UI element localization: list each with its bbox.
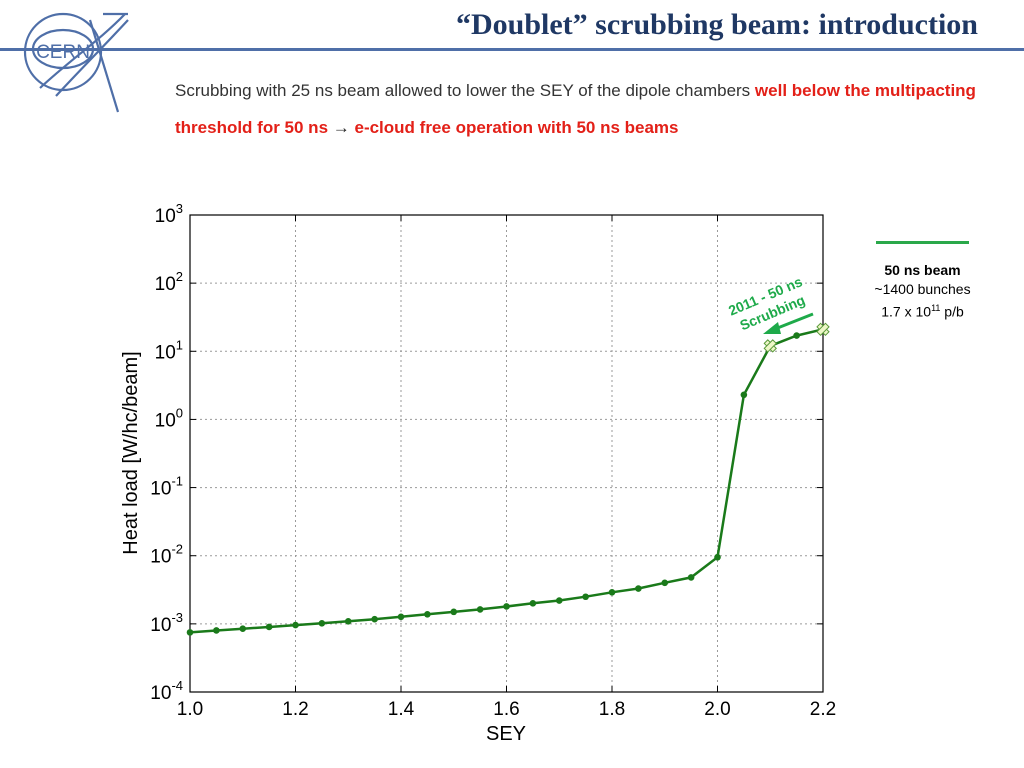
arrow-icon: → <box>328 118 355 137</box>
y-tick-label: 10-4 <box>150 678 183 704</box>
data-point <box>450 608 458 616</box>
data-point <box>661 579 669 587</box>
subtitle-part-1: Scrubbing with 25 ns beam allowed to low… <box>175 81 755 100</box>
subtitle-part-3: e-cloud free operation with 50 ns beams <box>354 118 679 137</box>
data-point <box>371 615 378 623</box>
header-rule <box>0 48 1024 51</box>
page-title: “Doublet” scrubbing beam: introduction <box>455 8 978 41</box>
data-point <box>529 600 537 607</box>
subtitle-part-2: well below the multipacting threshold fo… <box>175 81 976 137</box>
y-tick-label: 100 <box>155 405 183 431</box>
legend-series-name: 50 ns beam <box>884 262 961 278</box>
data-point <box>397 613 405 621</box>
x-tick-label: 1.8 <box>599 699 625 720</box>
x-tick-label: 1.2 <box>282 699 308 720</box>
y-tick-label: 101 <box>155 337 183 363</box>
data-point <box>318 619 326 627</box>
scrubbing-annotation: 2011 - 50 ns Scrubbing <box>726 273 807 333</box>
x-tick-label: 2.0 <box>704 699 730 720</box>
data-point <box>213 627 220 634</box>
x-axis-label: SEY <box>486 723 526 745</box>
x-tick-label: 1.0 <box>177 699 203 720</box>
data-point <box>239 625 247 632</box>
data-point <box>608 589 616 596</box>
data-point <box>687 574 695 581</box>
data-point <box>740 391 748 399</box>
subtitle: Scrubbing with 25 ns beam allowed to low… <box>175 72 995 146</box>
data-point <box>503 603 510 610</box>
data-point-cross <box>763 339 777 353</box>
scrubbing-arrow-icon <box>763 312 814 334</box>
y-tick-label: 10-2 <box>150 542 183 568</box>
data-point <box>292 621 299 629</box>
chart-labels: 1.0 1.2 1.4 1.6 1.8 2.0 2.2 103 102 101 100 10-1 10-… <box>150 201 836 720</box>
legend-swatch <box>876 241 969 244</box>
data-point <box>265 623 273 631</box>
y-tick-label: 10-1 <box>150 474 183 500</box>
y-axis-label: Heat load [W/hc/beam] <box>120 351 142 554</box>
data-point <box>582 593 589 601</box>
legend-bunches: ~1400 bunches <box>874 281 971 297</box>
cern-logo-text: CERN <box>36 42 90 63</box>
data-point <box>635 585 642 592</box>
y-tick-label: 10-3 <box>150 610 183 636</box>
chart-ticks <box>189 214 824 693</box>
chart-series <box>186 322 830 636</box>
y-tick-label: 102 <box>155 269 183 295</box>
data-point <box>344 618 352 625</box>
data-point-cross <box>816 322 830 337</box>
data-point <box>714 553 721 561</box>
data-point <box>555 597 563 604</box>
data-point <box>186 629 194 636</box>
legend: 50 ns beam ~1400 bunches 1.7 x 1011 p/b <box>855 261 990 322</box>
data-point <box>424 611 431 618</box>
x-tick-label: 1.4 <box>388 699 415 720</box>
x-tick-label: 2.2 <box>810 699 836 720</box>
y-tick-label: 103 <box>155 201 183 227</box>
data-point <box>793 332 800 339</box>
legend-intensity: 1.7 x 1011 p/b <box>881 303 964 320</box>
chart-grid <box>190 215 823 692</box>
data-point <box>476 606 484 613</box>
x-tick-label: 1.6 <box>493 699 519 720</box>
